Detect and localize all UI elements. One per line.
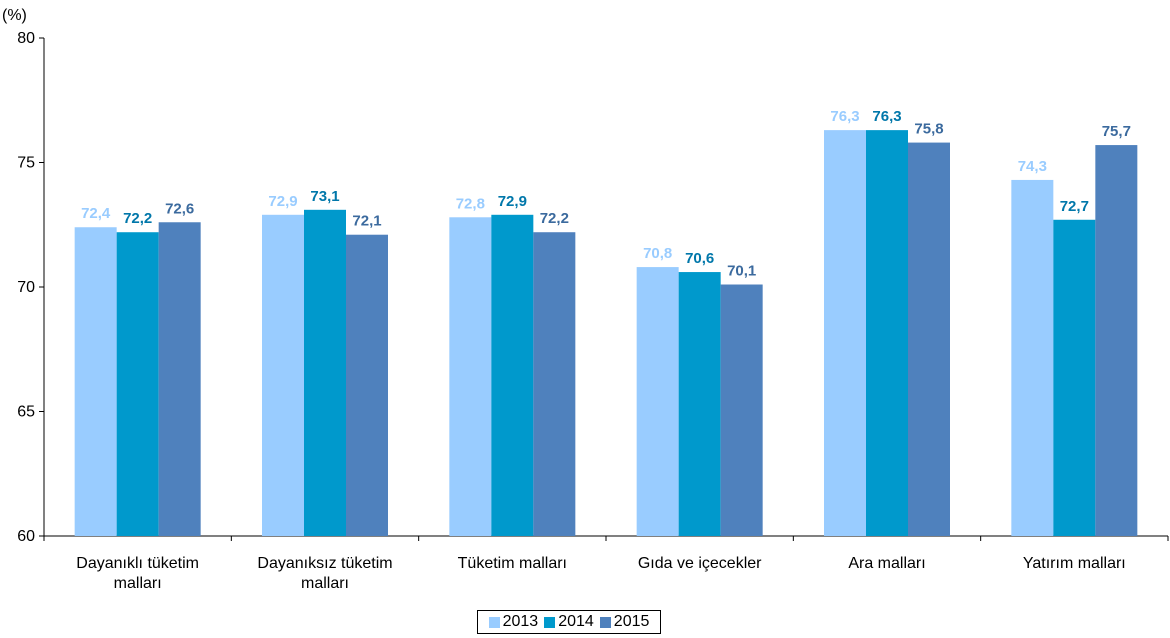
legend-label-2013: 2013: [502, 613, 539, 630]
legend-swatch-2015: [599, 616, 611, 628]
bar: [824, 130, 866, 536]
x-tick-label: Dayanıklı tüketim malları: [76, 555, 199, 592]
legend-item-2015: 2015: [599, 613, 650, 631]
x-tick-label: Dayanıksız tüketim malları: [257, 555, 392, 592]
bar: [533, 232, 576, 536]
x-tick-label: Yatırım malları: [1023, 555, 1126, 572]
y-tick-label: 75: [17, 155, 35, 172]
data-label: 72,6: [165, 200, 194, 217]
bar: [1053, 219, 1096, 536]
data-label: 74,3: [1018, 158, 1047, 175]
legend-label-2015: 2015: [613, 613, 650, 630]
bar: [908, 142, 950, 536]
y-tick-label: 70: [17, 279, 35, 296]
bar: [449, 217, 492, 536]
bar: [720, 284, 763, 536]
bar: [262, 214, 304, 537]
y-tick-label: 65: [17, 404, 35, 421]
bar: [1011, 179, 1054, 536]
data-label: 70,1: [727, 263, 756, 280]
bar: [866, 130, 908, 536]
data-label: 72,2: [540, 210, 569, 227]
y-tick-label: 60: [17, 528, 35, 545]
bar: [636, 267, 679, 536]
x-tick-label: Ara malları: [848, 555, 925, 572]
data-label: 75,7: [1102, 123, 1131, 140]
data-label: 70,8: [643, 245, 672, 262]
x-tick-label: Gıda ve içecekler: [638, 555, 762, 572]
bar: [678, 272, 721, 536]
data-label: 72,9: [498, 193, 527, 210]
legend-swatch-2014: [544, 616, 556, 628]
bar: [346, 234, 388, 536]
data-label: 72,9: [268, 193, 297, 210]
bar: [491, 214, 534, 537]
legend-item-2014: 2014: [544, 613, 594, 631]
bar: [1095, 145, 1138, 536]
legend-swatch-2013: [488, 616, 500, 628]
data-label: 72,8: [456, 195, 485, 212]
data-label: 73,1: [310, 188, 339, 205]
legend-item-2013: 2013: [488, 613, 539, 631]
x-tick-label: Tüketim malları: [458, 555, 567, 572]
bar: [158, 222, 201, 536]
bar: [74, 227, 117, 537]
y-unit-label: (%): [2, 7, 27, 24]
bar: [304, 209, 346, 536]
data-label: 72,4: [81, 205, 111, 222]
y-tick-label: 80: [17, 30, 35, 47]
bar: [116, 232, 159, 536]
legend-label-2014: 2014: [558, 613, 594, 630]
data-label: 72,1: [352, 213, 381, 230]
data-label: 72,7: [1060, 198, 1089, 215]
data-label: 70,6: [685, 250, 714, 267]
data-label: 76,3: [872, 108, 901, 125]
legend: 2013 2014 2015: [477, 610, 661, 634]
data-label: 76,3: [830, 108, 859, 125]
data-label: 72,2: [123, 210, 152, 227]
data-label: 75,8: [914, 121, 943, 138]
